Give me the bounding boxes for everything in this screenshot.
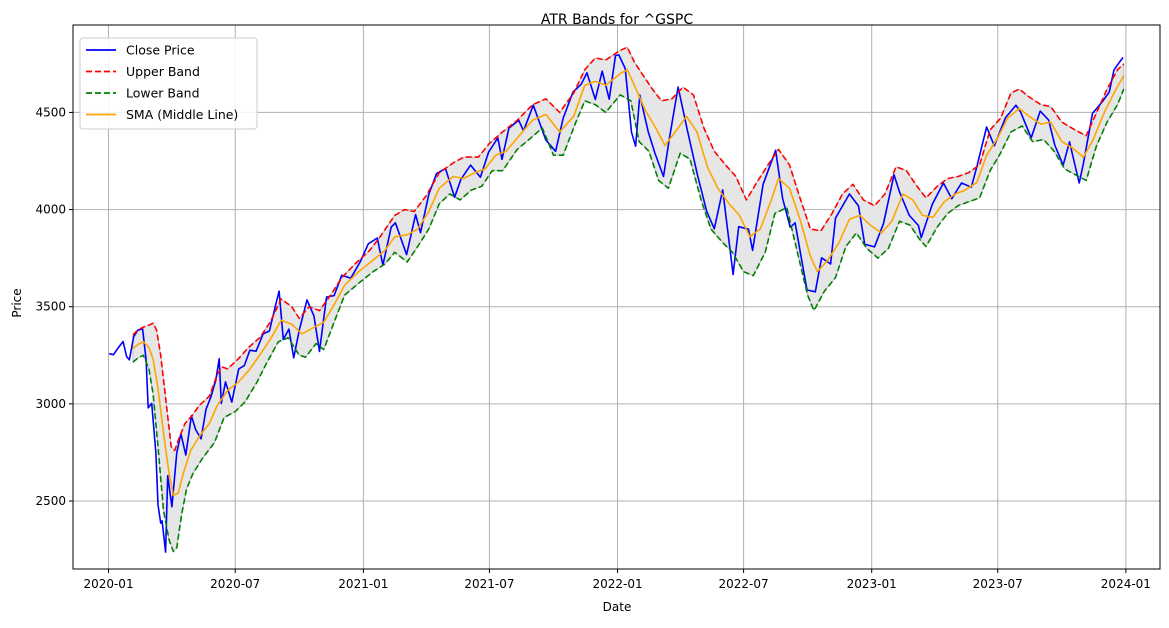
plot-frame <box>72 24 1161 570</box>
y-tick-label: 3500 <box>35 300 66 314</box>
series-lines <box>109 46 1125 553</box>
x-tick-label: 2020-01 <box>83 577 133 591</box>
axes: 2020-01 2020-07 2021-01 2021-07 2022-01 2022-… <box>35 105 1150 591</box>
legend-label: Close Price <box>126 43 195 58</box>
x-tick-label: 2021-01 <box>338 577 388 591</box>
legend-label: Upper Band <box>126 64 200 79</box>
x-tick-label: 2021-07 <box>464 577 514 591</box>
chart-title: ATR Bands for ^GSPC <box>541 12 694 28</box>
y-tick-label: 3000 <box>35 397 66 411</box>
grid <box>73 25 1160 569</box>
x-tick-label: 2024-01 <box>1101 577 1151 591</box>
y-tick-label: 4000 <box>35 203 66 217</box>
x-tick-label: 2020-07 <box>210 577 260 591</box>
legend-box <box>79 37 258 130</box>
x-tick-label: 2022-07 <box>719 577 769 591</box>
x-tick-label: 2023-01 <box>847 577 897 591</box>
legend: Close Price Upper Band Lower Band SMA (Midd… <box>79 37 258 130</box>
legend-label: SMA (Middle Line) <box>126 107 238 122</box>
legend-label: Lower Band <box>126 86 200 101</box>
series-line-close-price <box>109 54 1124 553</box>
series-line-upper-band <box>132 46 1125 452</box>
y-tick-label: 4500 <box>35 105 66 119</box>
series-line-lower-band <box>132 88 1125 553</box>
series-line-sma-middle-line <box>132 68 1125 497</box>
x-tick-label: 2023-07 <box>973 577 1023 591</box>
x-tick-label: 2022-01 <box>592 577 642 591</box>
y-axis-label: Price <box>10 288 24 317</box>
y-tick-label: 2500 <box>35 494 66 508</box>
x-axis-label: Date <box>603 600 632 614</box>
